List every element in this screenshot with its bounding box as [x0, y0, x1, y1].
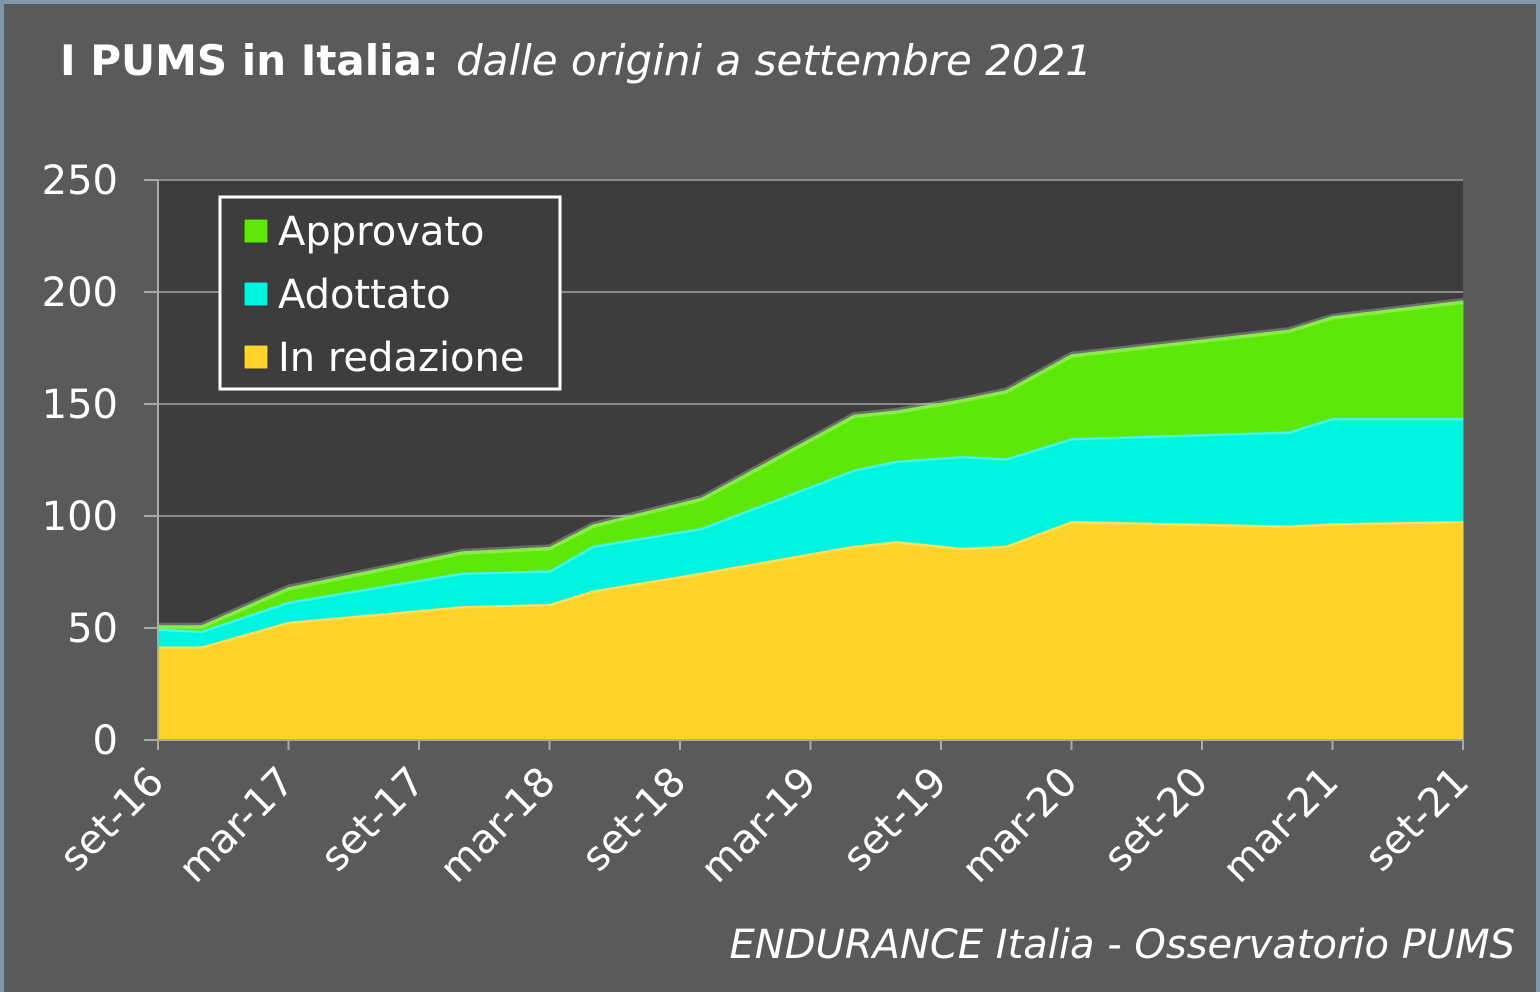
legend-label: In redazione — [278, 335, 524, 381]
y-tick-label: 150 — [42, 382, 118, 428]
area — [157, 300, 1464, 631]
source: ENDURANCE Italia - Osservatorio PUMS — [730, 922, 1515, 968]
legend-label: Approvato — [278, 209, 485, 255]
area-edge — [158, 297, 1464, 629]
y-tick-label: 100 — [42, 494, 118, 540]
legend-label: Adottato — [278, 272, 451, 318]
chart-subtitle: dalle origini a settembre 2021 — [456, 36, 1092, 85]
y-tick-label: 50 — [67, 606, 118, 652]
legend-box — [218, 195, 562, 391]
y-tick-label: 0 — [93, 718, 118, 764]
legend-swatch — [243, 218, 269, 244]
y-tick-label: 200 — [42, 270, 118, 316]
legend-swatch — [243, 344, 269, 370]
legend-swatch — [243, 281, 269, 307]
y-tick-label: 250 — [42, 158, 118, 204]
chart-title: I PUMS in Italia: — [60, 36, 439, 85]
